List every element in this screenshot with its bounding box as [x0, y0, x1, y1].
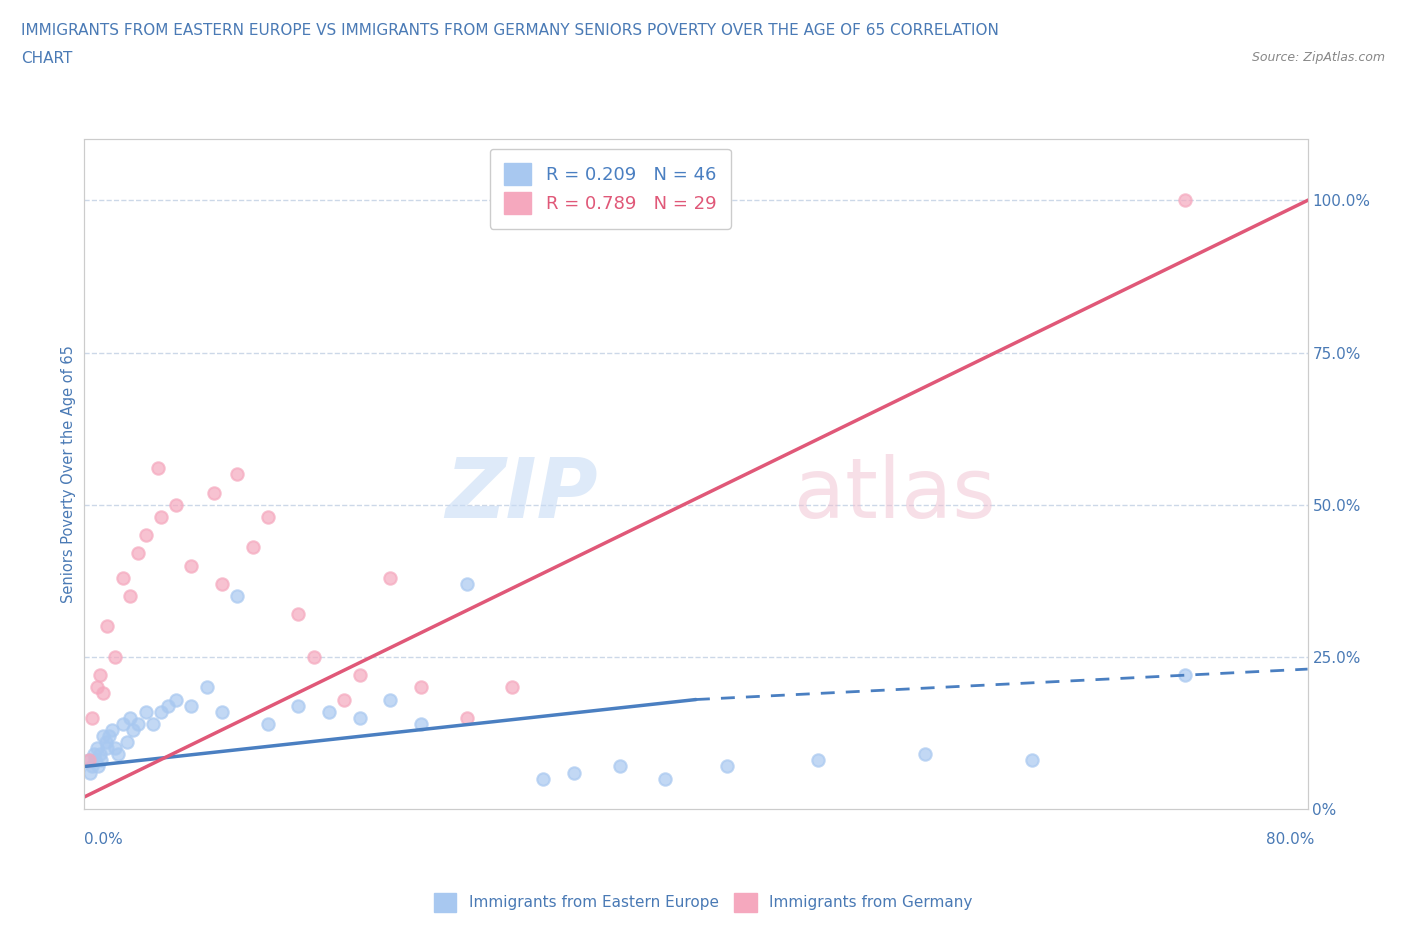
Point	[91, 728, 114, 743]
Point	[149, 704, 172, 719]
Point	[89, 747, 111, 762]
Point	[180, 558, 202, 573]
Text: IMMIGRANTS FROM EASTERN EUROPE VS IMMIGRANTS FROM GERMANY SENIORS POVERTY OVER T: IMMIGRANTS FROM EASTERN EUROPE VS IMMIGR…	[21, 23, 1000, 38]
Point	[456, 711, 478, 725]
Point	[107, 747, 129, 762]
Point	[380, 570, 402, 585]
Y-axis label: Seniors Poverty Over the Age of 65: Seniors Poverty Over the Age of 65	[60, 345, 76, 604]
Point	[165, 692, 187, 707]
Text: 0.0%: 0.0%	[84, 832, 124, 847]
Point	[77, 753, 100, 768]
Point	[90, 753, 112, 768]
Point	[349, 668, 371, 683]
Text: 80.0%: 80.0%	[1267, 832, 1315, 847]
Point	[409, 716, 432, 731]
Point	[257, 716, 280, 731]
Point	[127, 546, 149, 561]
Point	[86, 741, 108, 756]
Point	[104, 649, 127, 664]
Point	[122, 723, 145, 737]
Point	[111, 570, 134, 585]
Point	[84, 753, 107, 768]
Point	[96, 741, 118, 756]
Point	[91, 686, 114, 701]
Point	[80, 711, 103, 725]
Point	[111, 716, 134, 731]
Point	[165, 498, 187, 512]
Point	[242, 540, 264, 555]
Point	[83, 747, 105, 762]
Legend: Immigrants from Eastern Europe, Immigrants from Germany: Immigrants from Eastern Europe, Immigran…	[427, 887, 979, 918]
Point	[318, 704, 340, 719]
Point	[89, 668, 111, 683]
Point	[87, 759, 110, 774]
Point	[302, 649, 325, 664]
Text: Source: ZipAtlas.com: Source: ZipAtlas.com	[1251, 51, 1385, 64]
Point	[149, 510, 172, 525]
Point	[380, 692, 402, 707]
Point	[101, 723, 124, 737]
Point	[104, 741, 127, 756]
Point	[287, 607, 309, 622]
Point	[716, 759, 738, 774]
Point	[195, 680, 218, 695]
Point	[226, 467, 249, 482]
Legend: R = 0.209   N = 46, R = 0.789   N = 29: R = 0.209 N = 46, R = 0.789 N = 29	[489, 149, 731, 229]
Point	[409, 680, 432, 695]
Point	[1174, 193, 1197, 207]
Point	[96, 619, 118, 634]
Point	[97, 728, 120, 743]
Point	[226, 589, 249, 604]
Point	[127, 716, 149, 731]
Point	[1174, 668, 1197, 683]
Point	[180, 698, 202, 713]
Text: atlas: atlas	[794, 454, 995, 535]
Point	[86, 680, 108, 695]
Point	[914, 747, 936, 762]
Point	[202, 485, 225, 500]
Point	[349, 711, 371, 725]
Point	[456, 577, 478, 591]
Point	[115, 735, 138, 750]
Point	[142, 716, 165, 731]
Point	[157, 698, 180, 713]
Point	[807, 753, 830, 768]
Point	[77, 753, 100, 768]
Text: ZIP: ZIP	[446, 454, 598, 535]
Point	[1021, 753, 1043, 768]
Point	[94, 735, 117, 750]
Point	[135, 704, 157, 719]
Point	[502, 680, 524, 695]
Point	[562, 765, 585, 780]
Point	[257, 510, 280, 525]
Point	[79, 765, 101, 780]
Point	[120, 711, 142, 725]
Point	[654, 771, 676, 786]
Text: CHART: CHART	[21, 51, 73, 66]
Point	[211, 577, 233, 591]
Point	[531, 771, 554, 786]
Point	[287, 698, 309, 713]
Point	[80, 759, 103, 774]
Point	[135, 527, 157, 542]
Point	[333, 692, 356, 707]
Point	[211, 704, 233, 719]
Point	[120, 589, 142, 604]
Point	[609, 759, 631, 774]
Point	[146, 460, 169, 475]
